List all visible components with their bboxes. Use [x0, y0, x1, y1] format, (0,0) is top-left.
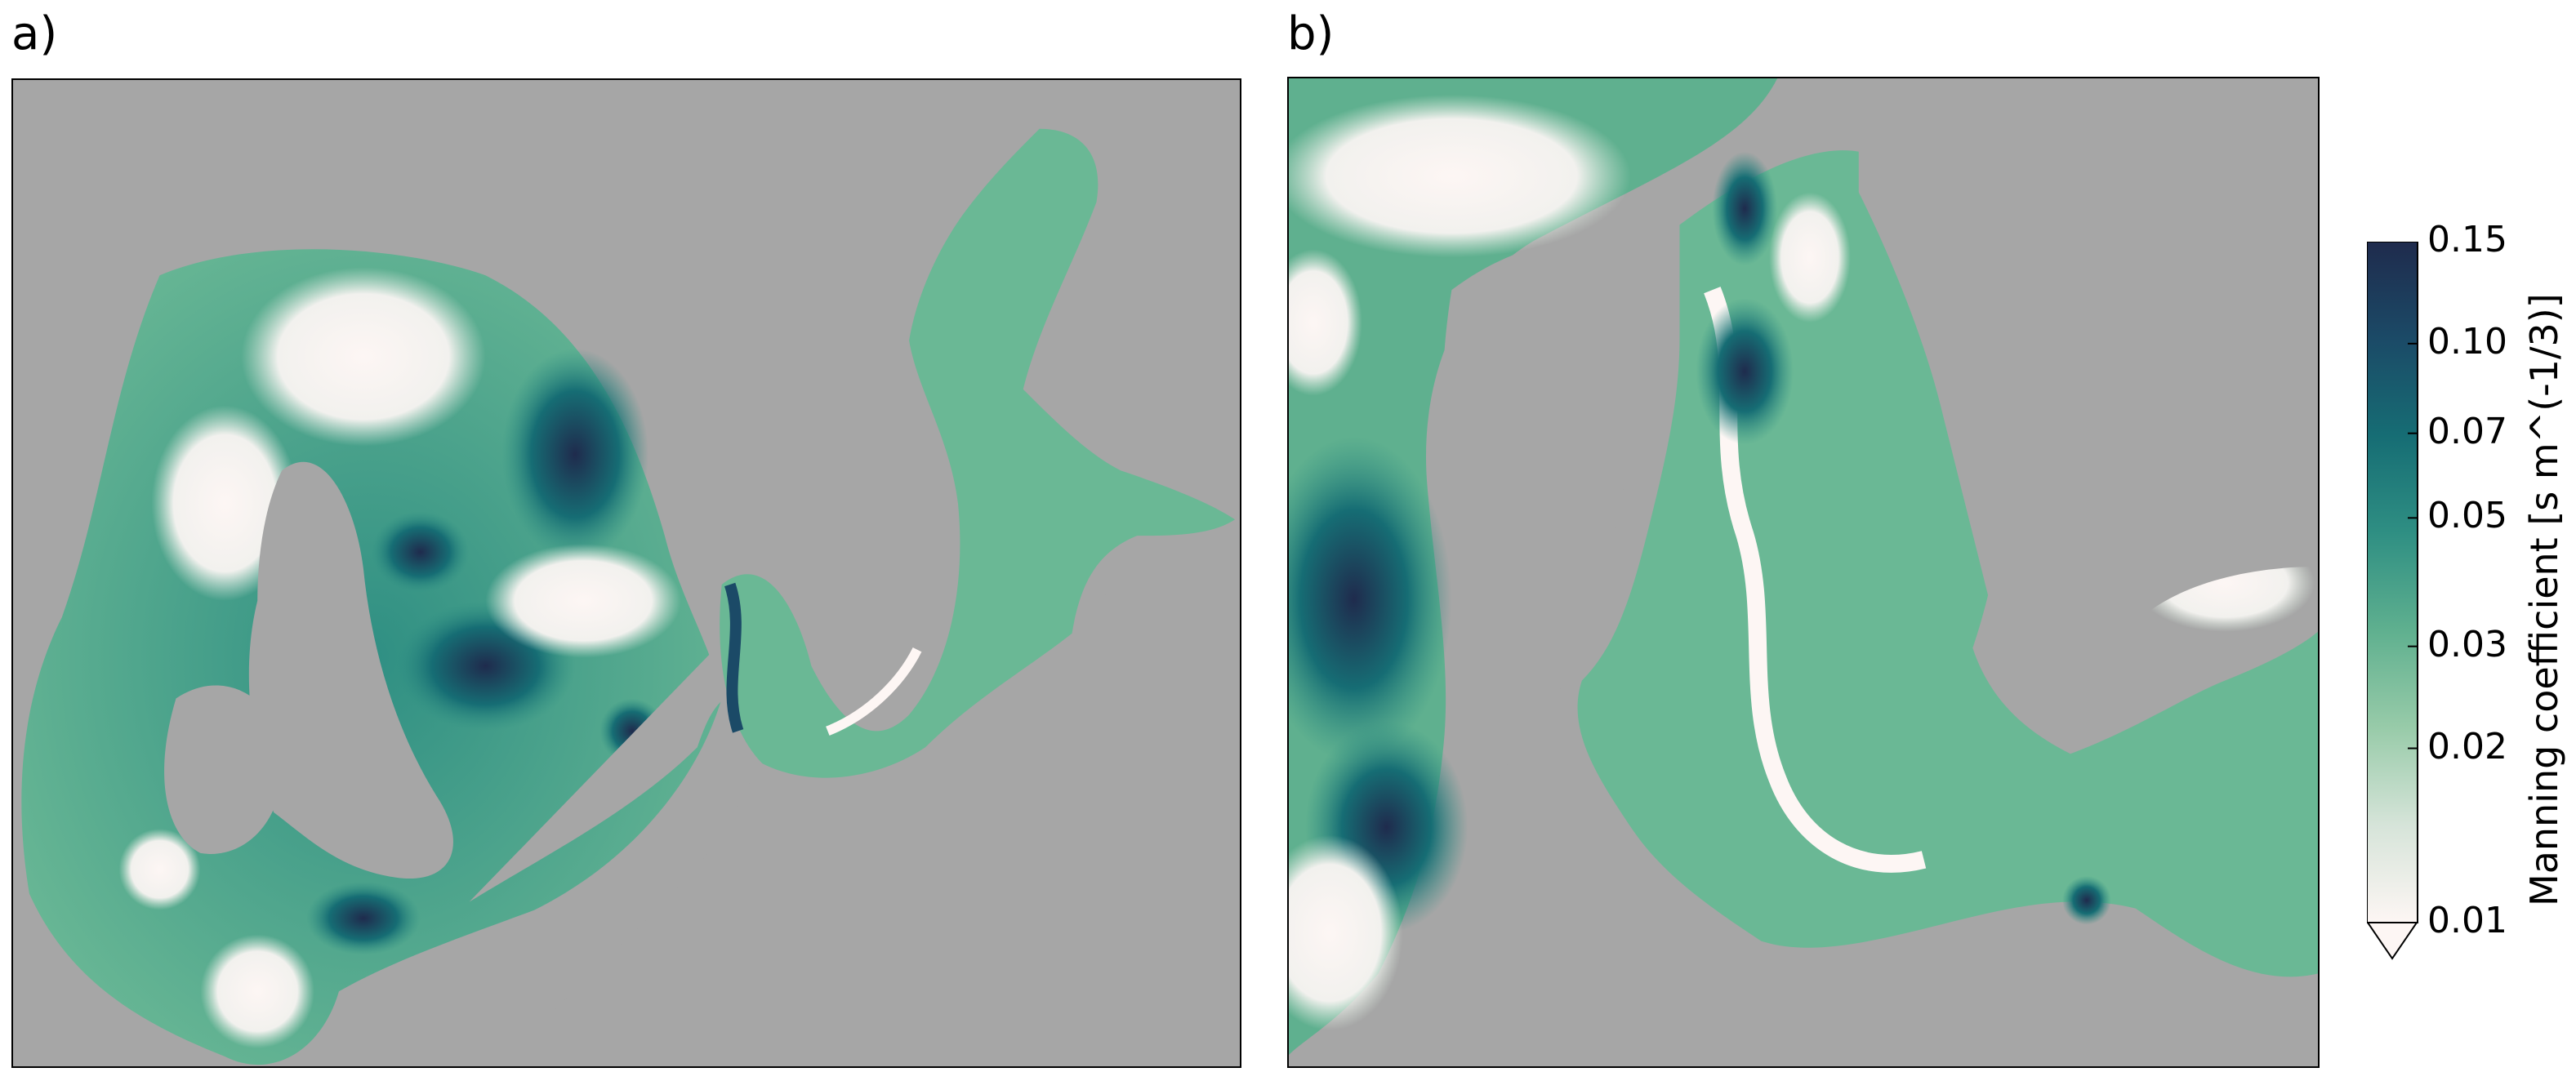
colorbar-ticks	[2408, 241, 2418, 923]
map-panel-a	[11, 78, 1241, 1068]
danish-straits	[724, 582, 744, 733]
west-shallow-3	[1289, 249, 1362, 396]
colorbar-tick-label: 0.15	[2427, 219, 2507, 260]
map-b-svg	[1289, 78, 2318, 1056]
map-a-svg	[21, 128, 1240, 1066]
sweden-land	[1858, 78, 2318, 636]
ireland-land	[164, 685, 283, 854]
map-panel-b	[1287, 77, 2320, 1068]
colorbar-tick-label: 0.05	[2427, 495, 2507, 537]
shallow-patch-1	[241, 267, 486, 447]
kattegat-deep-1	[1712, 151, 1778, 266]
colorbar-tick-label: 0.10	[2427, 320, 2507, 363]
deep-patch-1	[501, 348, 648, 561]
colorbar-body	[2366, 241, 2418, 923]
west-deep-1	[1289, 436, 1452, 763]
deep-patch-3	[371, 511, 470, 593]
kattegat-deep-2	[1696, 298, 1794, 445]
baltic-sea-region	[720, 128, 1236, 778]
west-shallow-1	[1289, 94, 1631, 258]
jutland-land	[1442, 238, 1643, 812]
colorbar-tick-label: 0.02	[2427, 725, 2507, 767]
kattegat-shallow-1	[1769, 192, 1851, 323]
baltic-deep-1	[2061, 875, 2111, 925]
colorbar-title: Manning coefficient [s m^(-1/3)]	[2522, 293, 2566, 906]
shallow-patch-5	[118, 828, 201, 910]
colorbar-tick-label: 0.01	[2427, 900, 2507, 941]
baltic-shallow	[826, 647, 922, 736]
colorbar-extend-triangle	[2366, 922, 2418, 960]
great-britain-land	[248, 461, 453, 879]
colorbar-tick-label: 0.07	[2427, 410, 2507, 452]
shallow-patch-4	[200, 934, 315, 1049]
shallow-patch-3	[485, 544, 681, 658]
panel-label-b: b)	[1287, 7, 1335, 60]
west-shallow-2	[1289, 834, 1403, 1031]
colorbar-tick-label: 0.03	[2427, 623, 2507, 665]
panel-label-a: a)	[11, 7, 58, 60]
colorbar	[2366, 241, 2419, 960]
deep-patch-4	[306, 881, 421, 955]
continent-land	[469, 568, 1240, 1066]
colorbar-svg	[2366, 241, 2418, 960]
